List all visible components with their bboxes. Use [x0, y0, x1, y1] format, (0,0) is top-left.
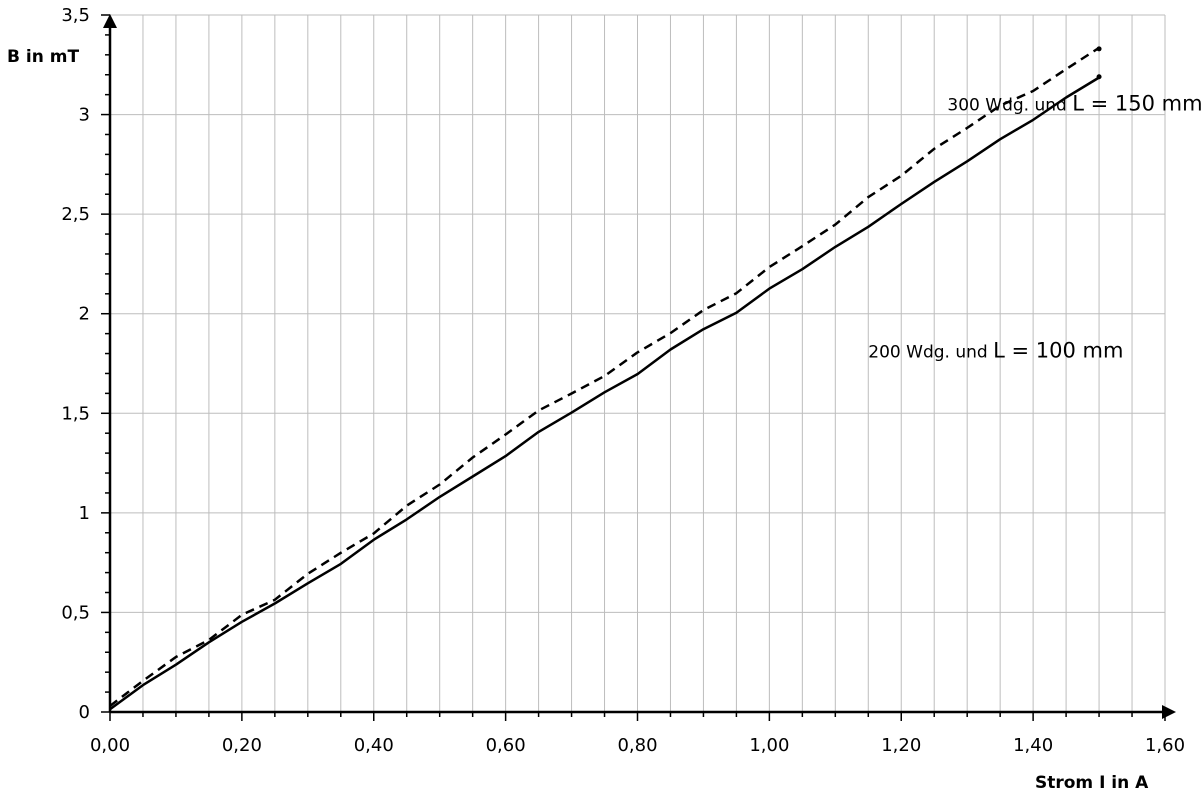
- y-tick-label: 0: [79, 702, 90, 723]
- annotation-300-suffix: L = 150 mm: [1072, 92, 1202, 116]
- y-axis-title: B in mT: [7, 47, 79, 67]
- annotation-200-prefix: 200 Wdg. und: [868, 343, 993, 363]
- x-tick-label: 0,20: [222, 735, 262, 756]
- series: [109, 46, 1102, 711]
- y-tick-label: 1: [79, 503, 90, 524]
- series-line-dashed: [109, 46, 1100, 707]
- y-tick-label: 2: [79, 304, 90, 325]
- x-tick-label: 0,00: [90, 735, 130, 756]
- ticks: 0,00 0,20 0,40 0,60 0,80 1,00 1,20 1,40 1,60 0 0,5…: [61, 5, 1185, 756]
- annotation-300-wdg: 300 Wdg. und L = 150 mm: [947, 92, 1202, 116]
- y-tick-label: 1,5: [61, 403, 90, 424]
- y-tick-label: 3,5: [61, 5, 90, 26]
- series-end-marker: [1096, 74, 1102, 80]
- x-tick-label: 1,20: [881, 735, 921, 756]
- annotation-200-suffix: L = 100 mm: [993, 339, 1123, 363]
- x-tick-label: 0,80: [617, 735, 657, 756]
- series-line-solid: [109, 76, 1100, 711]
- annotation-300-prefix: 300 Wdg. und: [947, 96, 1072, 116]
- series-end-marker: [1096, 46, 1102, 52]
- y-axis-arrow: [103, 14, 117, 28]
- axes: [103, 14, 1176, 719]
- y-tick-label: 2,5: [61, 204, 90, 225]
- y-tick-label: 3: [79, 105, 90, 126]
- annotation-200-wdg: 200 Wdg. und L = 100 mm: [868, 339, 1123, 363]
- x-axis-title: Strom I in A: [1035, 773, 1149, 793]
- x-axis-arrow: [1162, 705, 1176, 719]
- x-tick-label: 1,60: [1145, 735, 1185, 756]
- x-tick-label: 0,40: [354, 735, 394, 756]
- x-tick-label: 1,00: [749, 735, 789, 756]
- x-tick-label: 1,40: [1013, 735, 1053, 756]
- x-tick-label: 0,60: [486, 735, 526, 756]
- grid: [110, 14, 1166, 712]
- y-tick-label: 0,5: [61, 602, 90, 623]
